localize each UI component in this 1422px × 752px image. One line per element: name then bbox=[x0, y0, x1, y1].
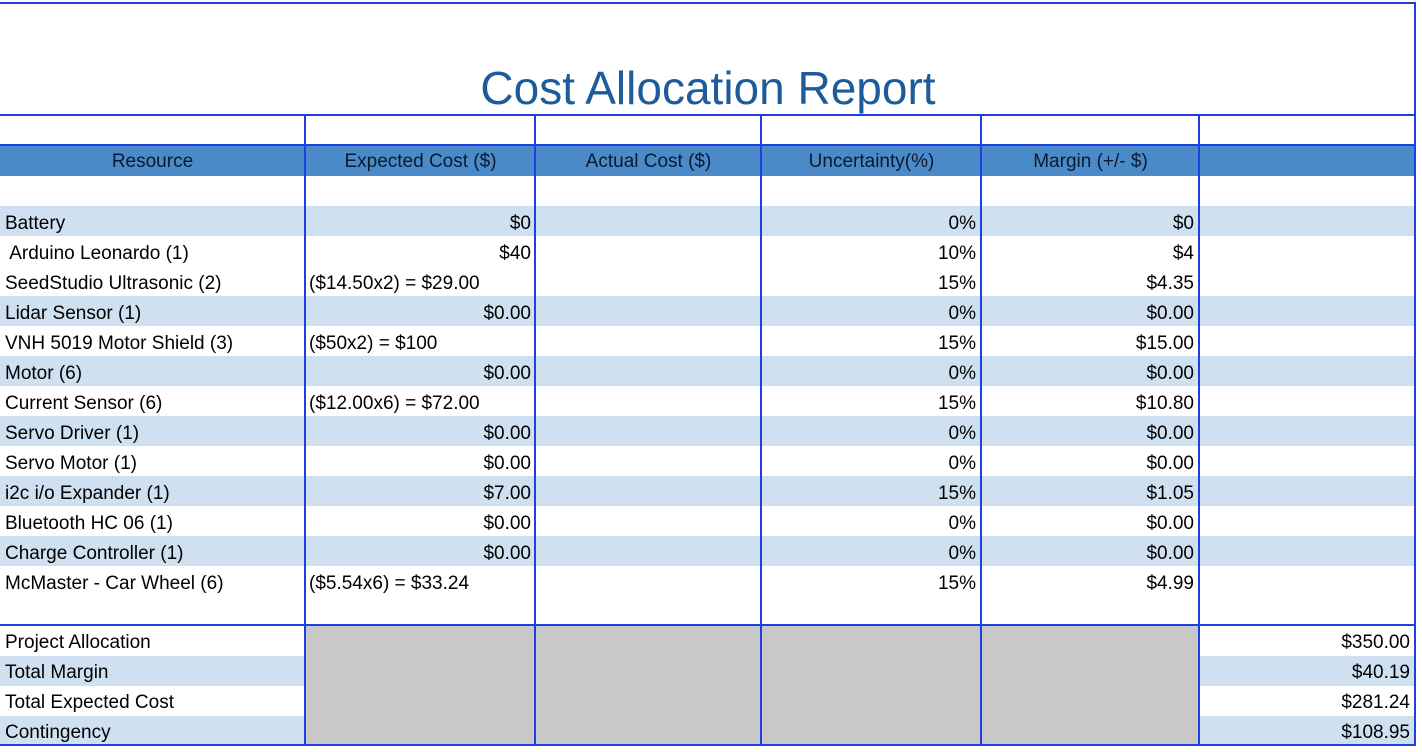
cell-margin[interactable]: $1.05 bbox=[1146, 483, 1194, 504]
cell-margin[interactable]: $4.99 bbox=[1146, 573, 1194, 594]
cell-margin[interactable]: $0.00 bbox=[1146, 453, 1194, 474]
summary-value[interactable]: $281.24 bbox=[1341, 692, 1410, 713]
cell-uncertainty[interactable]: 15% bbox=[937, 483, 976, 504]
cell-expected-cost[interactable]: $0.00 bbox=[483, 423, 531, 444]
cell-actual-cost[interactable] bbox=[539, 239, 757, 269]
column-header-uncertainty[interactable]: Uncertainty(%) bbox=[808, 151, 935, 172]
cell-resource[interactable]: Current Sensor (6) bbox=[5, 393, 163, 414]
summary-value[interactable]: $40.19 bbox=[1351, 662, 1410, 683]
summary-label[interactable]: Contingency bbox=[5, 722, 111, 743]
cell-actual-cost[interactable] bbox=[539, 269, 757, 299]
cell-actual-cost[interactable] bbox=[539, 509, 757, 539]
cell-expected-cost[interactable]: $0.00 bbox=[483, 363, 531, 384]
column-divider bbox=[1198, 116, 1200, 746]
row-stripe bbox=[0, 476, 1416, 506]
summary-label[interactable]: Project Allocation bbox=[5, 632, 151, 653]
cell-margin[interactable]: $4.35 bbox=[1146, 273, 1194, 294]
cell-actual-cost[interactable] bbox=[539, 209, 757, 239]
row-stripe bbox=[0, 536, 1416, 566]
cell-actual-cost[interactable] bbox=[539, 299, 757, 329]
row-stripe bbox=[0, 296, 1416, 326]
row-stripe bbox=[0, 416, 1416, 446]
column-header-margin[interactable]: Margin (+/- $) bbox=[1033, 151, 1148, 172]
cell-margin[interactable]: $15.00 bbox=[1135, 333, 1194, 354]
report-title: Cost Allocation Report bbox=[480, 62, 936, 114]
cell-expected-cost[interactable]: $0 bbox=[509, 213, 531, 234]
summary-label[interactable]: Total Margin bbox=[5, 662, 109, 683]
cell-actual-cost[interactable] bbox=[539, 329, 757, 359]
cell-actual-cost[interactable] bbox=[539, 419, 757, 449]
cell-actual-cost[interactable] bbox=[539, 479, 757, 509]
cell-margin[interactable]: $0 bbox=[1172, 213, 1194, 234]
frame-bottom bbox=[0, 744, 1416, 746]
cell-expected-cost[interactable]: $0.00 bbox=[483, 513, 531, 534]
cell-resource[interactable]: Arduino Leonardo (1) bbox=[5, 243, 189, 264]
row-stripe bbox=[0, 206, 1416, 236]
column-divider bbox=[760, 116, 762, 746]
cell-resource[interactable]: i2c i/o Expander (1) bbox=[5, 483, 170, 504]
summary-top-line bbox=[0, 624, 1416, 626]
cell-resource[interactable]: Charge Controller (1) bbox=[5, 543, 184, 564]
cell-resource[interactable]: VNH 5019 Motor Shield (3) bbox=[5, 333, 234, 354]
cell-uncertainty[interactable]: 10% bbox=[937, 243, 976, 264]
cell-uncertainty[interactable]: 15% bbox=[937, 273, 976, 294]
cell-expected-cost[interactable]: ($12.00x6) = $72.00 bbox=[309, 393, 480, 414]
cell-resource[interactable]: SeedStudio Ultrasonic (2) bbox=[5, 273, 222, 294]
column-divider bbox=[534, 116, 536, 746]
summary-gray-fill bbox=[306, 626, 1199, 746]
cell-resource[interactable]: Bluetooth HC 06 (1) bbox=[5, 513, 173, 534]
column-header-actual-cost[interactable]: Actual Cost ($) bbox=[585, 151, 712, 172]
cell-uncertainty[interactable]: 0% bbox=[948, 423, 976, 444]
cell-uncertainty[interactable]: 0% bbox=[948, 513, 976, 534]
cell-expected-cost[interactable]: ($5.54x6) = $33.24 bbox=[309, 573, 470, 594]
cell-actual-cost[interactable] bbox=[539, 389, 757, 419]
cell-uncertainty[interactable]: 0% bbox=[948, 303, 976, 324]
column-divider bbox=[980, 116, 982, 746]
cell-resource[interactable]: Motor (6) bbox=[5, 363, 83, 384]
header-row-background bbox=[0, 146, 1416, 176]
cell-uncertainty[interactable]: 0% bbox=[948, 543, 976, 564]
cell-expected-cost[interactable]: $0.00 bbox=[483, 303, 531, 324]
cell-uncertainty[interactable]: 0% bbox=[948, 363, 976, 384]
cell-margin[interactable]: $4 bbox=[1172, 243, 1194, 264]
cell-resource[interactable]: McMaster - Car Wheel (6) bbox=[5, 573, 224, 594]
header-top-line bbox=[0, 144, 1416, 146]
column-header-expected-cost[interactable]: Expected Cost ($) bbox=[344, 151, 497, 172]
row-stripe bbox=[0, 356, 1416, 386]
cell-resource[interactable]: Servo Motor (1) bbox=[5, 453, 137, 474]
cell-expected-cost[interactable]: $0.00 bbox=[483, 453, 531, 474]
cell-margin[interactable]: $0.00 bbox=[1146, 543, 1194, 564]
frame-top bbox=[0, 2, 1416, 4]
column-header-resource[interactable]: Resource bbox=[111, 151, 194, 172]
cell-actual-cost[interactable] bbox=[539, 359, 757, 389]
cell-expected-cost[interactable]: $0.00 bbox=[483, 543, 531, 564]
frame-right bbox=[1414, 2, 1416, 746]
cell-margin[interactable]: $0.00 bbox=[1146, 363, 1194, 384]
cell-resource[interactable]: Lidar Sensor (1) bbox=[5, 303, 142, 324]
cell-margin[interactable]: $0.00 bbox=[1146, 303, 1194, 324]
cell-margin[interactable]: $10.80 bbox=[1135, 393, 1194, 414]
column-divider bbox=[304, 116, 306, 746]
cell-expected-cost[interactable]: ($50x2) = $100 bbox=[309, 333, 438, 354]
cell-expected-cost[interactable]: $40 bbox=[499, 243, 531, 264]
title-divider bbox=[0, 114, 1416, 116]
cell-uncertainty[interactable]: 15% bbox=[937, 333, 976, 354]
cell-resource[interactable]: Servo Driver (1) bbox=[5, 423, 140, 444]
cell-margin[interactable]: $0.00 bbox=[1146, 513, 1194, 534]
summary-value[interactable]: $350.00 bbox=[1341, 632, 1410, 653]
cell-uncertainty[interactable]: 0% bbox=[948, 453, 976, 474]
cell-expected-cost[interactable]: ($14.50x2) = $29.00 bbox=[309, 273, 480, 294]
cell-uncertainty[interactable]: 0% bbox=[948, 213, 976, 234]
cell-expected-cost[interactable]: $7.00 bbox=[483, 483, 531, 504]
cell-actual-cost[interactable] bbox=[539, 539, 757, 569]
cell-actual-cost[interactable] bbox=[539, 569, 757, 599]
summary-label[interactable]: Total Expected Cost bbox=[5, 692, 174, 713]
cell-resource[interactable]: Battery bbox=[5, 213, 66, 234]
cell-uncertainty[interactable]: 15% bbox=[937, 393, 976, 414]
summary-value[interactable]: $108.95 bbox=[1341, 722, 1410, 743]
cell-actual-cost[interactable] bbox=[539, 449, 757, 479]
cell-margin[interactable]: $0.00 bbox=[1146, 423, 1194, 444]
cell-uncertainty[interactable]: 15% bbox=[937, 573, 976, 594]
